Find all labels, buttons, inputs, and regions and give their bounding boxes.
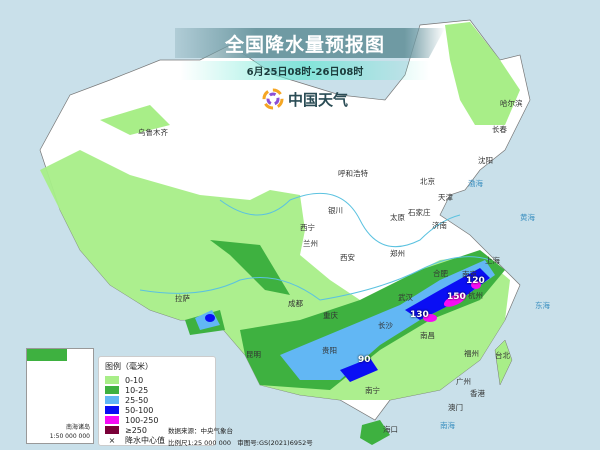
city-label: 香港 <box>470 389 485 398</box>
city-label: 武汉 <box>398 293 413 302</box>
city-label: 乌鲁木齐 <box>138 128 168 137</box>
scale-approval: 比例尺1:25 000 000 审图号:GS(2021)6952号 <box>168 437 313 447</box>
legend-item: 10-25 <box>105 385 209 395</box>
legend-swatch <box>105 426 119 434</box>
legend-item: ≥250 <box>105 425 209 435</box>
city-label: 南宁 <box>365 386 380 395</box>
city-label: 福州 <box>464 349 479 358</box>
legend-label: 100-250 <box>125 415 159 425</box>
city-label: 石家庄 <box>408 208 431 217</box>
legend-label: 50-100 <box>125 405 154 415</box>
logo: 中国天气 <box>262 88 348 110</box>
hainan <box>360 420 390 445</box>
legend-swatch <box>105 396 119 404</box>
legend: 图例（毫米） 0-10 10-25 25-50 50-100 100-250 ≥250 ×… <box>98 356 216 446</box>
legend-label: 0-10 <box>125 375 144 385</box>
rain-100-250-a <box>443 293 467 307</box>
city-label: 郑州 <box>390 249 405 258</box>
sea-label: 东海 <box>535 301 550 310</box>
legend-label: ≥250 <box>125 425 147 435</box>
legend-heading: 图例（毫米） <box>105 362 153 371</box>
legend-swatch <box>105 376 119 384</box>
legend-swatch <box>105 386 119 394</box>
yellow-river <box>219 192 461 248</box>
city-label: 澳门 <box>448 403 463 412</box>
city-label: 重庆 <box>323 311 338 320</box>
approval-number: 审图号:GS(2021)6952号 <box>237 439 313 447</box>
south-china-sea-inset: 南海诸岛 1:50 000 000 <box>26 348 94 444</box>
legend-item: 25-50 <box>105 395 209 405</box>
sea-label: 黄海 <box>520 213 535 222</box>
city-label: 广州 <box>456 377 471 386</box>
rain-100-250-b <box>423 314 437 322</box>
city-label: 太原 <box>390 213 405 222</box>
city-label: 呼和浩特 <box>338 169 368 178</box>
legend-item: 0-10 <box>105 375 209 385</box>
legend-center-marker: × 降水中心值 <box>105 435 209 445</box>
city-label: 昆明 <box>246 350 261 359</box>
legend-label: 降水中心值 <box>125 435 165 445</box>
city-label: 南京 <box>462 270 477 279</box>
map-scale: 比例尺1:25 000 000 <box>168 439 232 447</box>
city-label: 长沙 <box>378 321 393 330</box>
city-label: 北京 <box>420 177 435 186</box>
city-label: 西宁 <box>300 223 315 232</box>
city-label: 成都 <box>288 299 303 308</box>
rain-0-10-northeast <box>445 22 520 125</box>
city-label: 天津 <box>438 193 453 202</box>
rain-center-value: 120 <box>466 276 485 286</box>
rain-center-value: 130 <box>410 310 429 320</box>
title-banner <box>175 28 445 58</box>
rain-center-value: 90 <box>358 355 371 365</box>
sea-label: 渤海 <box>468 179 483 188</box>
pinwheel-logo-icon <box>262 88 284 110</box>
taiwan <box>494 339 513 386</box>
inset-title: 南海诸岛 <box>65 424 90 431</box>
rain-50-100 <box>405 268 490 320</box>
city-label: 合肥 <box>433 269 448 278</box>
data-source: 数据来源：中央气象台 <box>168 427 233 435</box>
city-label: 南昌 <box>420 331 435 340</box>
legend-swatch <box>105 406 119 414</box>
rain-0-10-xinjiang <box>100 105 170 135</box>
city-label: 西安 <box>340 253 355 262</box>
inset-scale: 1:50 000 000 <box>49 433 90 440</box>
city-label: 杭州 <box>468 291 483 300</box>
inset-rain-area <box>27 349 67 361</box>
city-label: 台北 <box>495 351 510 360</box>
city-label: 海口 <box>383 425 398 434</box>
rain-100-250-c <box>471 281 481 289</box>
legend-label: 25-50 <box>125 395 149 405</box>
legend-item: 100-250 <box>105 415 209 425</box>
rain-50-100-guangxi <box>340 358 378 382</box>
city-label: 银川 <box>328 206 343 215</box>
legend-item: 50-100 <box>105 405 209 415</box>
city-label: 拉萨 <box>175 294 190 303</box>
rain-center-value: 150 <box>447 292 466 302</box>
city-label: 兰州 <box>303 239 318 248</box>
rain-10-25-tibet <box>210 240 290 295</box>
city-label: 上海 <box>485 256 500 265</box>
city-label: 长春 <box>492 125 507 134</box>
city-label: 济南 <box>432 221 447 230</box>
yangtze-river <box>139 256 491 301</box>
map-subtitle: 6月25日08时-26日08时 <box>180 61 430 80</box>
rain-50-100-tibet <box>205 314 215 322</box>
logo-text: 中国天气 <box>288 90 349 109</box>
city-label: 贵阳 <box>322 346 337 355</box>
legend-swatch <box>105 416 119 424</box>
sea-label: 南海 <box>440 421 455 430</box>
legend-label: 10-25 <box>125 385 149 395</box>
x-marker-icon: × <box>108 435 116 445</box>
city-label: 哈尔滨 <box>500 99 523 108</box>
map-title: 全国降水量预报图 <box>224 34 385 56</box>
city-label: 沈阳 <box>478 156 493 165</box>
